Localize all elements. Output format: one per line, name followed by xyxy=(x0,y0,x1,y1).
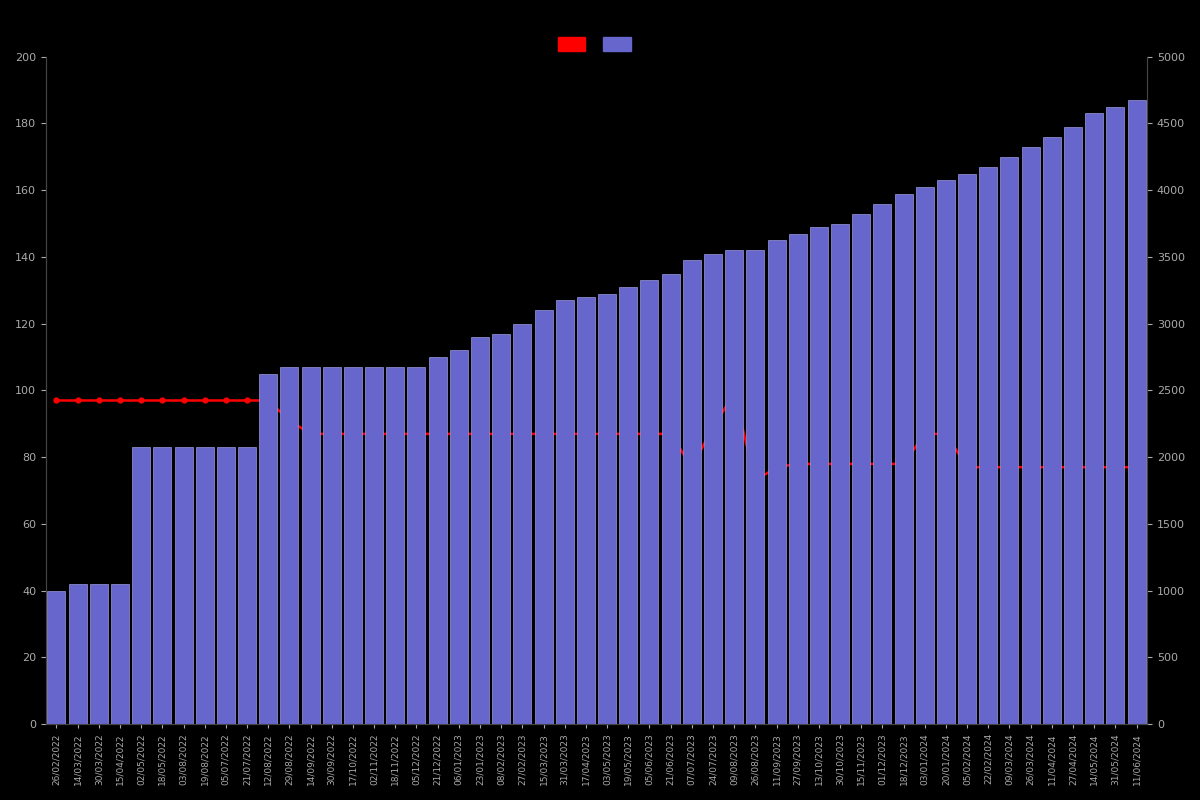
Bar xyxy=(48,590,66,724)
Bar xyxy=(408,367,426,724)
Bar xyxy=(937,180,955,724)
Bar xyxy=(90,584,108,724)
Bar xyxy=(174,447,192,724)
Bar xyxy=(683,260,701,724)
Bar xyxy=(641,280,659,724)
Bar xyxy=(1021,147,1039,724)
Bar xyxy=(534,310,552,724)
Bar xyxy=(661,274,679,724)
Bar xyxy=(894,194,912,724)
Bar xyxy=(196,447,214,724)
Bar xyxy=(1043,137,1061,724)
Bar xyxy=(1106,106,1124,724)
Bar xyxy=(217,447,235,724)
Bar xyxy=(386,367,404,724)
Bar xyxy=(832,223,850,724)
Bar xyxy=(1085,114,1103,724)
Legend: , : , xyxy=(558,37,635,52)
Bar xyxy=(1128,100,1146,724)
Bar xyxy=(450,350,468,724)
Bar xyxy=(598,294,616,724)
Bar xyxy=(323,367,341,724)
Bar xyxy=(238,447,256,724)
Bar xyxy=(132,447,150,724)
Bar xyxy=(344,367,362,724)
Bar xyxy=(472,337,490,724)
Bar xyxy=(514,324,532,724)
Bar xyxy=(725,250,743,724)
Bar xyxy=(154,447,172,724)
Bar xyxy=(492,334,510,724)
Bar xyxy=(788,234,806,724)
Bar xyxy=(556,300,574,724)
Bar xyxy=(110,584,128,724)
Bar xyxy=(852,214,870,724)
Bar xyxy=(577,297,595,724)
Bar xyxy=(68,584,86,724)
Bar xyxy=(746,250,764,724)
Bar xyxy=(1001,157,1019,724)
Bar xyxy=(428,357,446,724)
Bar xyxy=(768,240,786,724)
Bar xyxy=(810,227,828,724)
Bar xyxy=(704,254,722,724)
Bar xyxy=(619,287,637,724)
Bar xyxy=(301,367,319,724)
Bar xyxy=(916,187,934,724)
Bar xyxy=(259,374,277,724)
Bar xyxy=(958,174,976,724)
Bar xyxy=(979,167,997,724)
Bar xyxy=(281,367,299,724)
Bar xyxy=(1064,126,1082,724)
Bar xyxy=(365,367,383,724)
Bar xyxy=(874,203,892,724)
